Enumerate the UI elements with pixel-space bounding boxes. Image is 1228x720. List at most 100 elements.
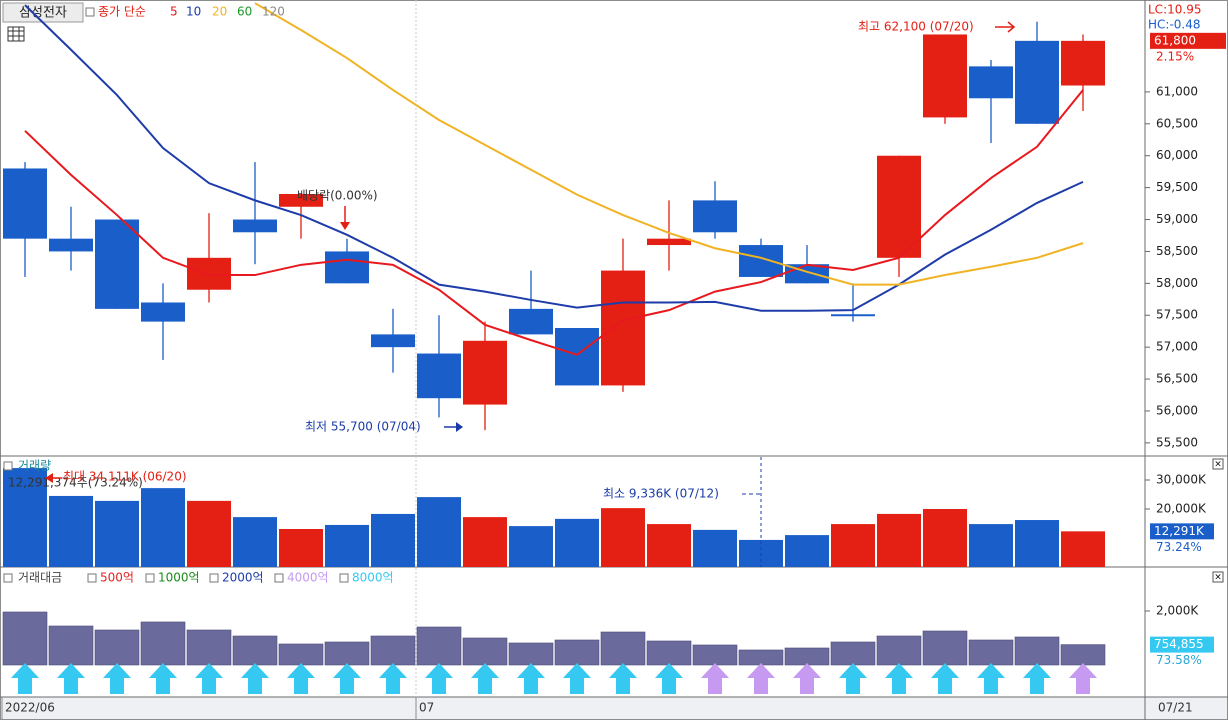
volume-bar bbox=[3, 468, 47, 567]
signal-arrow bbox=[931, 663, 959, 694]
y-tick-label: 2,000K bbox=[1156, 603, 1199, 617]
candle-body bbox=[923, 34, 967, 118]
legend-icon bbox=[274, 573, 284, 583]
signal-arrow bbox=[379, 663, 407, 694]
table-icon[interactable] bbox=[7, 26, 25, 42]
candle-body bbox=[509, 308, 553, 335]
high-annotation: 최고 62,100 (07/20) bbox=[858, 20, 974, 34]
volume-bar bbox=[187, 500, 231, 567]
candle-body bbox=[693, 200, 737, 233]
trading-value-bar bbox=[646, 640, 692, 666]
y-tick-label: 20,000K bbox=[1156, 501, 1207, 515]
legend-label: 1000억 bbox=[158, 571, 200, 585]
signal-arrow bbox=[11, 663, 39, 694]
signal-arrow bbox=[149, 663, 177, 694]
candle-body bbox=[831, 314, 875, 317]
trading-value-bar bbox=[94, 629, 140, 666]
min-annotation: 최소 9,336K (07/12) bbox=[603, 487, 719, 501]
moving-average-line bbox=[24, 89, 1084, 356]
y-tick-label: 56,000 bbox=[1156, 403, 1198, 417]
svg-text:×: × bbox=[1214, 460, 1222, 470]
candle-body bbox=[739, 245, 783, 277]
stock-name[interactable]: 삼성전자 bbox=[19, 6, 67, 21]
close-button[interactable]: × bbox=[1212, 571, 1224, 583]
candle-body bbox=[325, 251, 369, 284]
candle-body bbox=[187, 257, 231, 290]
moving-average-line bbox=[24, 4, 1084, 312]
signal-arrow bbox=[241, 663, 269, 694]
last-date: 07/21 bbox=[1158, 701, 1193, 715]
y-tick-label: 59,000 bbox=[1156, 212, 1198, 226]
candle-body bbox=[1015, 40, 1059, 124]
legend-icon bbox=[85, 7, 95, 17]
volume-bar bbox=[693, 529, 737, 567]
max-annotation: 최대 34,111K (06/20) bbox=[63, 470, 187, 484]
trading-value-bar bbox=[600, 631, 646, 666]
legend-label: 8000억 bbox=[352, 571, 394, 585]
trading-value-bar bbox=[324, 641, 370, 666]
trading-value-bar bbox=[278, 643, 324, 666]
dividend-arrow bbox=[340, 222, 350, 230]
volume-bar bbox=[601, 508, 645, 567]
trading-value-bar bbox=[1060, 644, 1106, 666]
panel-title: 거래량 bbox=[18, 459, 51, 473]
trading-value-bar bbox=[140, 621, 186, 666]
volume-bar bbox=[555, 518, 599, 567]
signal-arrow bbox=[471, 663, 499, 694]
ma-legend: 5 bbox=[170, 5, 178, 19]
y-tick-label: 60,000 bbox=[1156, 148, 1198, 162]
candle-body bbox=[279, 193, 323, 207]
signal-arrow bbox=[839, 663, 867, 694]
hc-label: HC:-0.48 bbox=[1148, 18, 1201, 32]
date-bar bbox=[1, 697, 1227, 719]
trading-value-bar bbox=[462, 637, 508, 666]
trading-value-bar bbox=[232, 635, 278, 666]
volume-ratio: 73.24% bbox=[1156, 540, 1202, 554]
signal-arrow bbox=[885, 663, 913, 694]
last-volume-box bbox=[1150, 523, 1214, 540]
candle-body bbox=[877, 155, 921, 258]
close-button[interactable]: × bbox=[1212, 458, 1224, 470]
moving-average-line bbox=[254, 2, 1084, 286]
svg-text:×: × bbox=[1214, 573, 1222, 583]
annotation-arrow bbox=[456, 422, 463, 432]
signal-arrow bbox=[701, 663, 729, 694]
last-value-label: 754,855 bbox=[1154, 637, 1204, 651]
volume-bar bbox=[371, 513, 415, 567]
trading-value-bar bbox=[830, 641, 876, 666]
signal-arrow bbox=[287, 663, 315, 694]
legend-label: 500억 bbox=[100, 571, 134, 585]
trading-value-bar bbox=[370, 635, 416, 666]
last-value-box bbox=[1150, 636, 1214, 653]
signal-arrow bbox=[195, 663, 223, 694]
volume-bar bbox=[417, 497, 461, 567]
candle-body bbox=[49, 238, 93, 252]
volume-bar bbox=[95, 500, 139, 567]
candle-body bbox=[233, 219, 277, 233]
trading-value-bar bbox=[876, 635, 922, 666]
candle-body bbox=[371, 334, 415, 348]
y-tick-label: 57,500 bbox=[1156, 308, 1198, 322]
volume-bar bbox=[969, 524, 1013, 567]
lc-label: LC:10.95 bbox=[1148, 3, 1201, 17]
trading-value-bar bbox=[968, 639, 1014, 666]
trading-value-bar bbox=[692, 644, 738, 666]
ma-label: 종가 단순 bbox=[98, 5, 146, 19]
signal-arrow bbox=[977, 663, 1005, 694]
annotation-arrow bbox=[995, 21, 1016, 33]
y-tick-label: 55,500 bbox=[1156, 435, 1198, 449]
volume-bar bbox=[49, 495, 93, 567]
volume-bar bbox=[647, 524, 691, 567]
ma-legend: 60 bbox=[237, 5, 252, 19]
trading-value-bar bbox=[416, 626, 462, 666]
volume-bar bbox=[463, 517, 507, 567]
trading-value-bar bbox=[2, 611, 48, 666]
candle-body bbox=[647, 238, 691, 246]
signal-arrow bbox=[655, 663, 683, 694]
candle-body bbox=[95, 219, 139, 309]
volume-bar bbox=[877, 513, 921, 567]
volume-bar bbox=[831, 524, 875, 567]
volume-bar bbox=[509, 526, 553, 567]
volume-bar bbox=[233, 517, 277, 567]
candle-body bbox=[141, 302, 185, 322]
